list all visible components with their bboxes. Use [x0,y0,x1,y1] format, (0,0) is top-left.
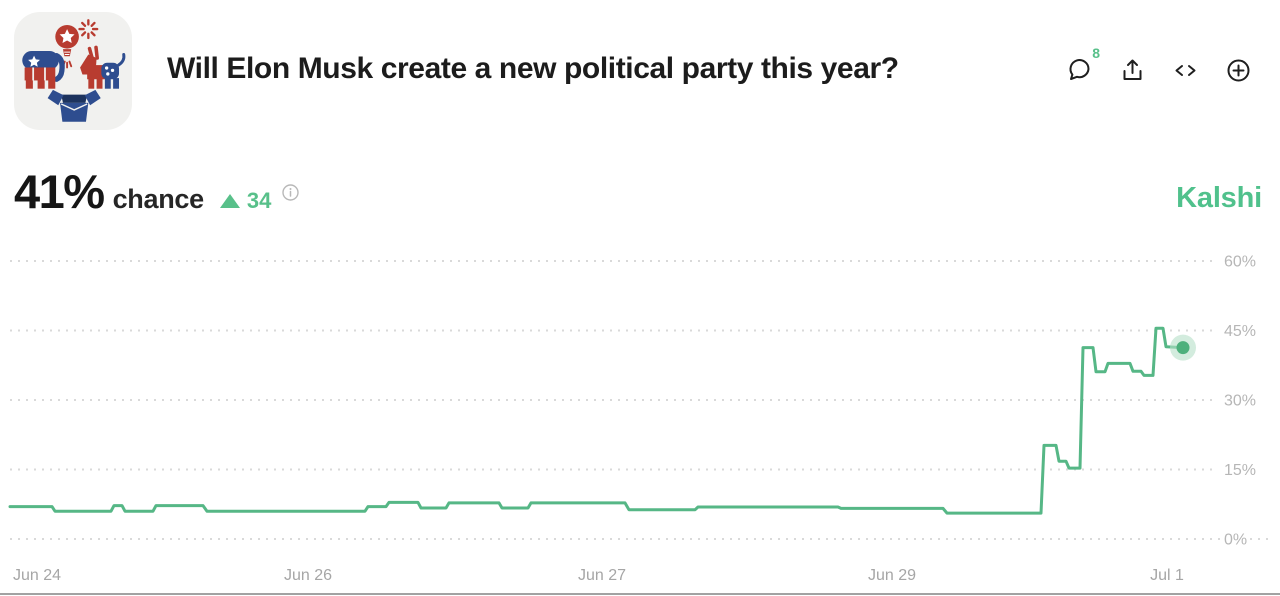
x-tick-label: Jun 29 [868,567,916,584]
plus-circle-icon [1227,59,1250,82]
header-actions: 8 [1066,45,1252,84]
info-icon[interactable] [282,184,300,202]
embed-button[interactable] [1172,57,1199,84]
delta-group: 34 [219,188,272,214]
y-tick-label: 60% [1224,254,1256,271]
chance-value: 41% [14,165,105,218]
x-tick-label: Jun 26 [284,567,332,584]
market-summary: 41% chance 34 [14,165,300,218]
page-title: Will Elon Musk create a new political pa… [167,52,899,85]
market-avatar [14,12,132,130]
y-tick-label: 15% [1224,462,1256,479]
politics-party-box-icon [22,19,126,122]
delta-up-icon [219,194,240,208]
comments-button[interactable]: 8 [1066,45,1100,84]
kalshi-logo[interactable]: Kalshi [1176,182,1262,214]
y-tick-label: 0% [1224,532,1247,549]
share-icon [1123,59,1142,80]
bottom-divider [0,593,1280,595]
end-marker-dot [1176,341,1190,355]
share-button[interactable] [1119,57,1146,84]
price-line[interactable] [8,326,1185,515]
y-tick-label: 45% [1224,323,1256,340]
comment-icon [1069,59,1090,80]
x-tick-label: Jun 24 [13,567,61,584]
x-tick-label: Jun 27 [578,567,626,584]
delta-value: 34 [246,188,272,213]
comments-count-badge: 8 [1092,45,1100,61]
add-button[interactable] [1225,57,1252,84]
chance-label: chance [112,184,205,214]
y-tick-label: 30% [1224,393,1256,410]
code-icon [1175,65,1196,76]
x-tick-label: Jul 1 [1150,567,1184,584]
